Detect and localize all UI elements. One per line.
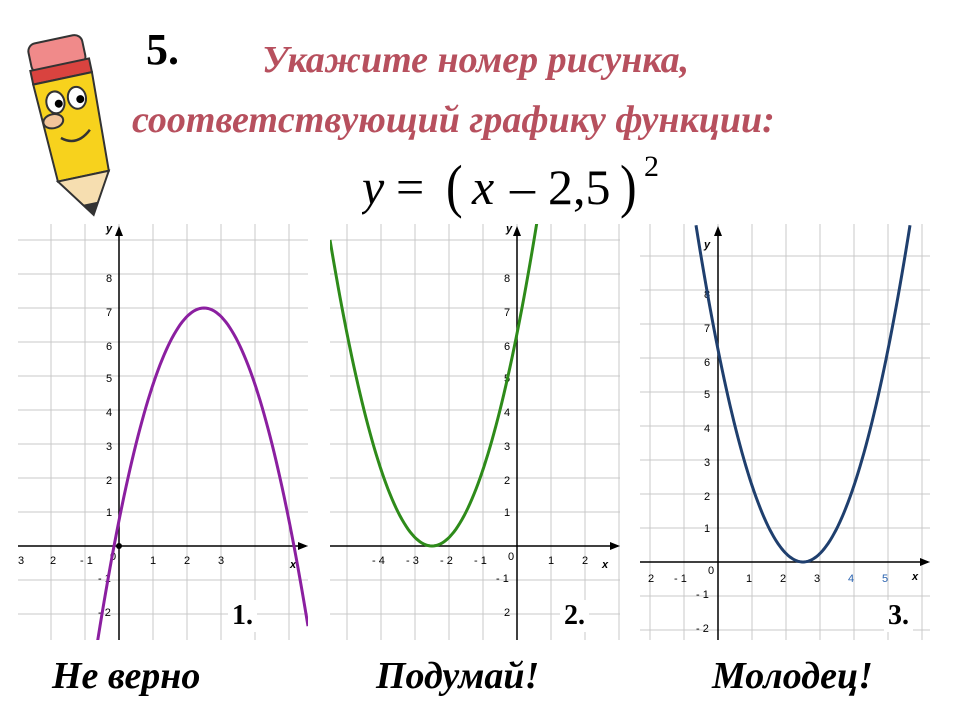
x-tick: - 3: [406, 555, 419, 567]
formula-open-paren: (: [446, 153, 463, 219]
y-tick: 7: [504, 307, 510, 319]
y-tick: - 2: [696, 623, 709, 635]
pencil-mascot-icon: [27, 34, 111, 217]
formula-close-paren: ): [620, 153, 637, 219]
feedback-think: Подумай!: [376, 655, 540, 697]
y-axis-arrow: [115, 226, 123, 236]
graph-2-number: 2.: [560, 600, 589, 632]
task-number: 5.: [146, 25, 179, 74]
formula-minus: –: [509, 159, 536, 215]
y-tick: 1: [704, 523, 710, 535]
x-tick: 1: [150, 555, 156, 567]
x-tick: - 2: [440, 555, 453, 567]
parabola-curve: [330, 224, 539, 548]
x-tick: - 1: [80, 555, 93, 567]
graph-2[interactable]: y x - 4 - 3 - 2 - 1 0 1 2 8 7 6 5 4 3 2 …: [330, 224, 620, 640]
y-tick: 5: [704, 389, 710, 401]
x-tick: 2: [780, 573, 786, 585]
grid: [330, 224, 620, 640]
feedback-wrong: Не верно: [52, 655, 201, 697]
x-tick: - 4: [372, 555, 385, 567]
parabola-curve: [694, 225, 912, 564]
x-tick: 1: [548, 555, 554, 567]
parabola-curve: [96, 306, 308, 640]
origin-point: [116, 543, 122, 549]
formula-equals: =: [396, 159, 424, 215]
graph-3[interactable]: y x 2 - 1 0 1 2 3 4 5 8 7 6 5 4 3 2 1 - …: [640, 224, 930, 640]
x-tick: 0: [708, 565, 714, 577]
y-axis-arrow: [714, 226, 722, 236]
graph-1[interactable]: y 3 2 - 1 0 1 2 3 x 8 7 6 5 4 3 2 1 - 1 …: [18, 224, 308, 640]
x-tick: 3: [18, 555, 24, 567]
formula-exponent: 2: [644, 150, 659, 183]
y-tick: 4: [106, 407, 112, 419]
formula-x: x: [471, 159, 494, 215]
y-tick: 3: [504, 441, 510, 453]
y-tick: 5: [106, 373, 112, 385]
x-tick: 1: [746, 573, 752, 585]
graph-3-number: 3.: [884, 600, 913, 632]
x-axis-arrow: [298, 542, 308, 550]
y-tick: 4: [504, 407, 510, 419]
y-tick: 7: [704, 323, 710, 335]
y-tick: 6: [504, 341, 510, 353]
x-tick: 5: [882, 573, 888, 585]
formula-lhs: y: [362, 159, 385, 215]
grid: [18, 224, 308, 640]
x-axis-label: x: [601, 559, 609, 571]
x-tick: - 1: [474, 555, 487, 567]
x-axis-arrow: [610, 542, 620, 550]
x-axis-label: x: [289, 559, 297, 571]
y-tick: 7: [106, 307, 112, 319]
y-tick: 1: [504, 507, 510, 519]
y-tick: 8: [106, 273, 112, 285]
y-tick: - 2: [98, 607, 111, 619]
y-tick: 3: [106, 441, 112, 453]
y-axis-label: y: [105, 224, 113, 235]
x-tick: 3: [218, 555, 224, 567]
y-tick: 4: [704, 423, 710, 435]
y-tick: - 1: [696, 589, 709, 601]
y-tick: - 1: [496, 573, 509, 585]
graph-1-number: 1.: [228, 600, 257, 632]
y-tick: 2: [504, 607, 510, 619]
feedback-correct: Молодец!: [712, 655, 873, 697]
x-tick: 2: [184, 555, 190, 567]
y-tick: 6: [704, 357, 710, 369]
y-tick: 3: [704, 457, 710, 469]
y-axis-label: y: [703, 239, 711, 251]
formula-value: 2,5: [548, 159, 611, 215]
x-tick: 4: [848, 573, 854, 585]
x-tick: 2: [582, 555, 588, 567]
y-tick: 2: [504, 475, 510, 487]
x-tick: 0: [508, 551, 514, 563]
x-tick: 2: [648, 573, 654, 585]
y-tick: 2: [704, 491, 710, 503]
task-title-line-2: соответствующий графику функции:: [132, 99, 775, 141]
y-tick: 8: [504, 273, 510, 285]
task-title-line-1: Укажите номер рисунка,: [262, 39, 690, 81]
y-tick: 2: [106, 475, 112, 487]
x-axis-label: x: [911, 571, 919, 583]
y-tick: 6: [106, 341, 112, 353]
x-axis-arrow: [920, 558, 930, 566]
y-axis-label: y: [505, 224, 513, 235]
function-formula: y = ( x – 2,5 ) 2: [362, 150, 659, 219]
x-tick: 2: [50, 555, 56, 567]
y-tick: 1: [106, 507, 112, 519]
x-tick: - 1: [674, 573, 687, 585]
y-axis-arrow: [513, 226, 521, 236]
x-tick: 3: [814, 573, 820, 585]
